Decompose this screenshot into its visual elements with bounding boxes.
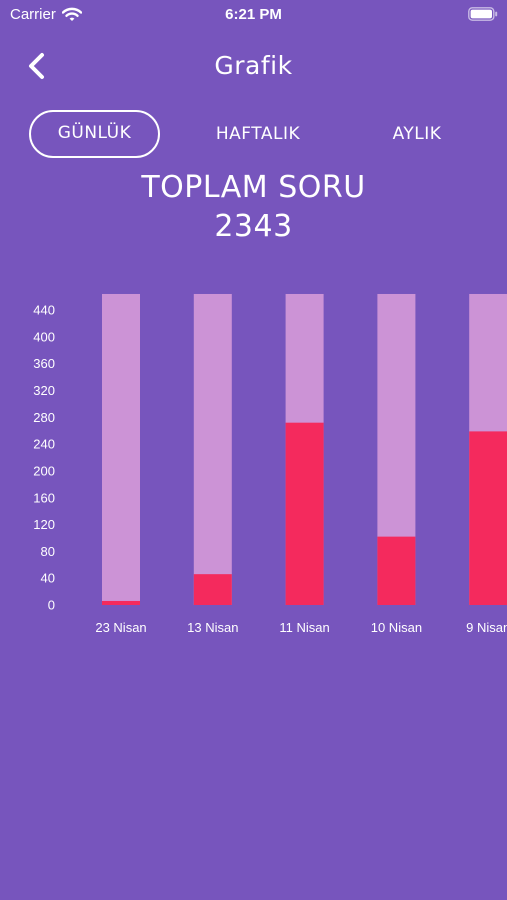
wifi-icon xyxy=(61,7,82,21)
back-button[interactable] xyxy=(22,50,54,82)
y-tick-label: 240 xyxy=(33,437,55,452)
y-tick-label: 160 xyxy=(33,490,55,505)
daily-bar-chart: 0 40 80 120 160 200 240 280 320 360 400 440 23 Nisan… xyxy=(0,280,507,650)
bar-segment-remaining xyxy=(193,293,232,605)
x-category-label: 11 Nisan xyxy=(279,620,329,635)
tab-weekly[interactable]: HAFTALIK xyxy=(215,124,301,144)
total-questions-value: 2343 xyxy=(214,209,293,244)
bar-segment-value xyxy=(102,600,140,605)
x-category-label: 10 Nisan xyxy=(371,620,422,635)
x-category-label: 23 Nisan xyxy=(95,620,146,635)
page-title: Grafik xyxy=(214,51,293,80)
status-bar: Carrier 6:21 PM xyxy=(0,0,507,32)
y-tick-label: 40 xyxy=(41,571,55,586)
tab-daily[interactable]: GÜNLÜK xyxy=(29,110,160,158)
y-tick-label: 80 xyxy=(41,544,55,559)
bar-segment-value xyxy=(377,536,416,605)
carrier-label: Carrier xyxy=(10,6,56,23)
battery-icon xyxy=(468,7,498,21)
x-category-label: 9 Nisan xyxy=(466,620,507,635)
y-tick-label: 0 xyxy=(48,598,55,613)
y-tick-label: 280 xyxy=(33,410,55,425)
bar-chart-svg: 0 40 80 120 160 200 240 280 320 360 400 440 23 Nisan… xyxy=(33,293,507,635)
carrier-indicator: Carrier xyxy=(10,6,82,23)
y-tick-label: 120 xyxy=(33,517,55,532)
status-time: 6:21 PM xyxy=(225,6,282,23)
x-category-label: 13 Nisan xyxy=(187,620,238,635)
y-tick-label: 400 xyxy=(33,329,55,344)
y-tick-label: 360 xyxy=(33,356,55,371)
chevron-left-icon xyxy=(29,53,44,79)
bar-segment-value xyxy=(285,422,324,605)
navigation-bar: Grafik xyxy=(0,40,507,92)
total-questions-label: TOPLAM SORU xyxy=(141,170,366,205)
y-tick-label: 440 xyxy=(33,303,55,318)
bar-segment-remaining xyxy=(102,293,140,605)
bar-segment-value xyxy=(193,574,232,605)
y-tick-label: 200 xyxy=(33,463,55,478)
period-tabs: GÜNLÜK HAFTALIK AYLIK xyxy=(0,110,507,162)
tab-monthly[interactable]: AYLIK xyxy=(392,124,442,144)
bar-segment-value xyxy=(469,431,507,605)
y-tick-label: 320 xyxy=(33,383,55,398)
